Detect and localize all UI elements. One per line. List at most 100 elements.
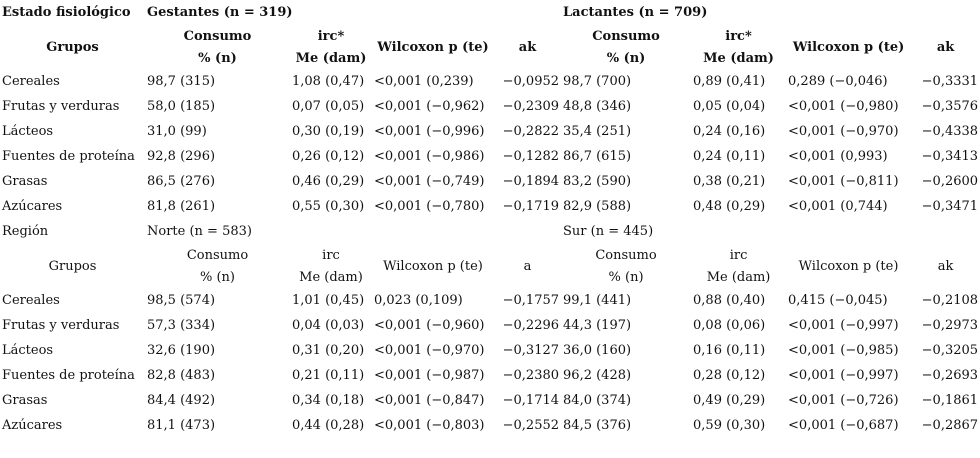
wilcoxon-value: <0,001 (−0,985) bbox=[788, 343, 899, 358]
ak-value: −0,3205 bbox=[921, 343, 979, 358]
ak-value: −0,2296 bbox=[502, 318, 560, 333]
table-row: Fuentes de proteína 82,8 (483) 0,21 (0,11)… bbox=[0, 363, 980, 388]
group-name: Fuentes de proteína bbox=[2, 149, 135, 164]
wilcoxon-value: <0,001 (0,993) bbox=[788, 149, 888, 164]
ak-value: −0,2600 bbox=[921, 174, 979, 189]
consumo-value: 86,5 (276) bbox=[147, 174, 216, 189]
irc-header: irc* bbox=[725, 28, 752, 44]
grupos-header: Grupos bbox=[48, 258, 97, 274]
ak-value: −0,1861 bbox=[921, 393, 979, 408]
consumo-value: 82,8 (483) bbox=[147, 368, 216, 383]
wilcoxon-value: <0,001 (−0,986) bbox=[374, 149, 485, 164]
consumo-value: 31,0 (99) bbox=[147, 124, 207, 139]
ak-value: −0,3471 bbox=[921, 199, 979, 214]
irc-value: 0,24 (0,11) bbox=[693, 149, 766, 164]
irc-value: 0,46 (0,29) bbox=[292, 174, 365, 189]
wilcoxon-header: Wilcoxon p (te) bbox=[798, 258, 899, 274]
consumo-value: 98,5 (574) bbox=[147, 293, 216, 308]
ak-value: −0,2380 bbox=[502, 368, 560, 383]
wilcoxon-value: <0,001 (−0,687) bbox=[788, 418, 899, 433]
wilcoxon-value: <0,001 (−0,970) bbox=[374, 343, 485, 358]
irc-value: 1,01 (0,45) bbox=[292, 293, 365, 308]
section1-title-row: Estado fisiológico Gestantes (n = 319) Lac… bbox=[0, 0, 980, 25]
irc-value: 0,48 (0,29) bbox=[693, 199, 766, 214]
section2-header-row-2: % (n) Me (dam) % (n) Me (dam) bbox=[0, 266, 980, 288]
irc-unit: Me (dam) bbox=[295, 50, 367, 66]
ak-value: −0,3576 bbox=[921, 99, 979, 114]
consumo-value: 32,6 (190) bbox=[147, 343, 216, 358]
group-name: Frutas y verduras bbox=[2, 318, 120, 333]
table-row: Frutas y verduras 57,3 (334) 0,04 (0,03) <0… bbox=[0, 313, 980, 338]
consumo-value: 99,1 (441) bbox=[563, 293, 632, 308]
ak-header: ak bbox=[936, 39, 955, 55]
consumo-value: 44,3 (197) bbox=[563, 318, 632, 333]
consumo-value: 57,3 (334) bbox=[147, 318, 216, 333]
irc-value: 0,16 (0,11) bbox=[693, 343, 766, 358]
section-label: Estado fisiológico bbox=[2, 5, 131, 20]
table-row: Grasas 86,5 (276) 0,46 (0,29) <0,001 (−0,74… bbox=[0, 169, 980, 194]
consumo-value: 81,8 (261) bbox=[147, 199, 216, 214]
ak-value: −0,3127 bbox=[502, 343, 560, 358]
ak-value: −0,1714 bbox=[502, 393, 560, 408]
consumo-value: 35,4 (251) bbox=[563, 124, 632, 139]
consumption-table: Estado fisiológico Gestantes (n = 319) Lac… bbox=[0, 0, 980, 438]
irc-value: 0,04 (0,03) bbox=[292, 318, 365, 333]
ak-value: −0,2309 bbox=[502, 99, 560, 114]
table-row: Cereales 98,7 (315) 1,08 (0,47) <0,001 (0,2… bbox=[0, 69, 980, 94]
ak-value: −0,0952 bbox=[502, 74, 560, 89]
ak-header: ak bbox=[937, 258, 954, 274]
ak-value: −0,2108 bbox=[921, 293, 979, 308]
table-row: Lácteos 31,0 (99) 0,30 (0,19) <0,001 (−0,99… bbox=[0, 119, 980, 144]
wilcoxon-value: 0,023 (0,109) bbox=[374, 293, 463, 308]
table-row: Cereales 98,5 (574) 1,01 (0,45) 0,023 (0,10… bbox=[0, 288, 980, 313]
wilcoxon-value: <0,001 (−0,726) bbox=[788, 393, 899, 408]
wilcoxon-value: 0,289 (−0,046) bbox=[788, 74, 888, 89]
irc-value: 0,89 (0,41) bbox=[693, 74, 766, 89]
wilcoxon-value: <0,001 (−0,987) bbox=[374, 368, 485, 383]
ak-header: ak bbox=[518, 39, 537, 55]
table-row: Grasas 84,4 (492) 0,34 (0,18) <0,001 (−0,84… bbox=[0, 388, 980, 413]
consumo-value: 92,8 (296) bbox=[147, 149, 216, 164]
table-row: Azúcares 81,1 (473) 0,44 (0,28) <0,001 (−0,… bbox=[0, 413, 980, 438]
irc-unit: Me (dam) bbox=[703, 50, 774, 66]
group-a-title: Norte (n = 583) bbox=[147, 224, 252, 239]
consumo-value: 86,7 (615) bbox=[563, 149, 632, 164]
irc-unit: Me (dam) bbox=[706, 269, 771, 285]
table-body: Estado fisiológico Gestantes (n = 319) Lac… bbox=[0, 0, 980, 438]
wilcoxon-value: <0,001 (−0,960) bbox=[374, 318, 485, 333]
irc-value: 0,44 (0,28) bbox=[292, 418, 365, 433]
irc-value: 0,08 (0,06) bbox=[693, 318, 766, 333]
wilcoxon-value: <0,001 (−0,811) bbox=[788, 174, 899, 189]
ak-value: −0,2973 bbox=[921, 318, 979, 333]
irc-value: 0,55 (0,30) bbox=[292, 199, 365, 214]
group-name: Lácteos bbox=[2, 343, 54, 358]
a-header: a bbox=[523, 258, 532, 274]
wilcoxon-value: <0,001 (−0,780) bbox=[374, 199, 485, 214]
wilcoxon-value: <0,001 (−0,980) bbox=[788, 99, 899, 114]
table-row: Lácteos 32,6 (190) 0,31 (0,20) <0,001 (−0,9… bbox=[0, 338, 980, 363]
section1-header-row-2: % (n) Me (dam) % (n) Me (dam) bbox=[0, 47, 980, 69]
wilcoxon-header: Wilcoxon p (te) bbox=[383, 258, 483, 274]
irc-value: 0,59 (0,30) bbox=[693, 418, 766, 433]
consumo-value: 84,4 (492) bbox=[147, 393, 216, 408]
group-b-title: Sur (n = 445) bbox=[563, 224, 654, 239]
irc-header: irc* bbox=[317, 28, 345, 44]
irc-value: 1,08 (0,47) bbox=[292, 74, 365, 89]
consumo-unit: % (n) bbox=[198, 50, 237, 66]
irc-unit: Me (dam) bbox=[299, 269, 363, 285]
irc-value: 0,49 (0,29) bbox=[693, 393, 766, 408]
group-name: Azúcares bbox=[2, 418, 63, 433]
consumo-value: 58,0 (185) bbox=[147, 99, 216, 114]
section-label: Región bbox=[2, 224, 49, 239]
wilcoxon-value: <0,001 (−0,970) bbox=[788, 124, 899, 139]
wilcoxon-value: <0,001 (−0,962) bbox=[374, 99, 485, 114]
ak-value: −0,1757 bbox=[502, 293, 560, 308]
consumo-value: 96,2 (428) bbox=[563, 368, 632, 383]
irc-header: irc bbox=[322, 247, 340, 263]
consumo-unit: % (n) bbox=[608, 269, 644, 285]
ak-value: −0,2693 bbox=[921, 368, 979, 383]
irc-value: 0,31 (0,20) bbox=[292, 343, 365, 358]
table-row: Frutas y verduras 58,0 (185) 0,07 (0,05) <0… bbox=[0, 94, 980, 119]
wilcoxon-value: <0,001 (−0,749) bbox=[374, 174, 485, 189]
wilcoxon-value: <0,001 (−0,847) bbox=[374, 393, 485, 408]
